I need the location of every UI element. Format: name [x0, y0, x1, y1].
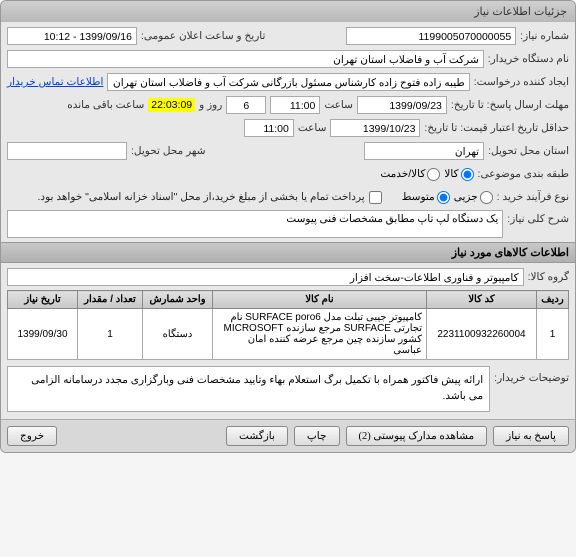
goods-section-header: اطلاعات کالاهای مورد نیاز — [1, 242, 575, 263]
goods-radio[interactable]: کالا — [444, 168, 473, 181]
footer: پاسخ به نیاز مشاهده مدارک پیوستی (2) چاپ… — [1, 419, 575, 452]
medium-radio-label: متوسط — [402, 191, 435, 203]
public-announce-label: تاریخ و ساعت اعلان عمومی: — [141, 30, 265, 42]
goods-radio-label: کالا — [444, 168, 458, 180]
cell-code: 2231100932260004 — [427, 309, 537, 360]
window-title: جزئیات اطلاعات نیاز — [1, 1, 575, 22]
th-name: نام کالا — [213, 291, 427, 309]
medium-radio-input[interactable] — [437, 191, 450, 204]
desc-textarea[interactable] — [7, 210, 503, 238]
goods-radio-input[interactable] — [461, 168, 474, 181]
cell-idx: 1 — [537, 309, 569, 360]
th-date: تاریخ نیاز — [8, 291, 78, 309]
buyer-notes-label: توضیحات خریدار: — [494, 366, 569, 384]
attachments-button[interactable]: مشاهده مدارک پیوستی (2) — [346, 426, 488, 446]
validity-time-field: 11:00 — [244, 119, 294, 137]
validity-date-field: 1399/10/23 — [330, 119, 420, 137]
print-button[interactable]: چاپ — [294, 426, 340, 446]
th-unit: واحد شمارش — [143, 291, 213, 309]
buyer-name-label: نام دستگاه خریدار: — [488, 53, 569, 65]
window: جزئیات اطلاعات نیاز شماره نیاز: 11990050… — [0, 0, 576, 453]
medium-radio[interactable]: متوسط — [402, 191, 450, 204]
purchase-note: پرداخت تمام یا بخشی از مبلغ خرید،از محل … — [38, 191, 365, 203]
th-code: کد کالا — [427, 291, 537, 309]
need-number-label: شماره نیاز: — [520, 30, 569, 42]
back-button[interactable]: بازگشت — [226, 426, 288, 446]
cell-name: کامپیوتر جیبی تبلت مدل SURFACE poro6 نام… — [213, 309, 427, 360]
validity-label: حداقل تاریخ اعتبار قیمت: تا تاریخ: — [424, 122, 569, 134]
deadline-date-field: 1399/09/23 — [357, 96, 447, 114]
small-radio[interactable]: جزیی — [454, 191, 493, 204]
delivery-province-label: استان محل تحویل: — [488, 145, 569, 157]
goods-group-label: گروه کالا: — [528, 271, 569, 283]
time-label-2: ساعت — [298, 122, 327, 134]
delivery-city-label: شهر محل تحویل: — [131, 145, 206, 157]
form-content: شماره نیاز: 1199005070000055 تاریخ و ساع… — [1, 22, 575, 419]
creator-field: طیبه زاده فتوح زاده کارشناس مسئول بازرگا… — [107, 73, 469, 91]
small-radio-input[interactable] — [480, 191, 493, 204]
purchase-type-label: نوع فرآیند خرید : — [497, 191, 569, 203]
buyer-notes-box: ارائه پیش فاکتور همراه با تکمیل برگ استع… — [7, 366, 490, 412]
service-radio[interactable]: کالا/خدمت — [380, 168, 440, 181]
days-field: 6 — [226, 96, 266, 114]
desc-label: شرح کلی نیاز: — [507, 210, 569, 225]
remaining-label: ساعت باقی مانده — [67, 99, 144, 111]
budget-label: طبقه بندی موضوعی: — [478, 168, 569, 180]
public-announce-field: 1399/09/16 - 10:12 — [7, 27, 137, 45]
remaining-time: 22:03:09 — [148, 98, 195, 112]
reply-button[interactable]: پاسخ به نیاز — [493, 426, 569, 446]
buyer-name-field: شرکت آب و فاضلاب استان تهران — [7, 50, 484, 68]
days-label: روز و — [199, 99, 222, 111]
th-idx: ردیف — [537, 291, 569, 309]
delivery-city-field — [7, 142, 127, 160]
small-radio-label: جزیی — [454, 191, 478, 203]
service-radio-input[interactable] — [427, 168, 440, 181]
time-label-1: ساعت — [324, 99, 353, 111]
need-number-field: 1199005070000055 — [346, 27, 516, 45]
cell-unit: دستگاه — [143, 309, 213, 360]
delivery-province-field: تهران — [364, 142, 484, 160]
treasury-checkbox[interactable] — [369, 191, 382, 204]
deadline-label: مهلت ارسال پاسخ: تا تاریخ: — [451, 99, 569, 111]
table-row[interactable]: 1 2231100932260004 کامپیوتر جیبی تبلت مد… — [8, 309, 569, 360]
table-header-row: ردیف کد کالا نام کالا واحد شمارش تعداد /… — [8, 291, 569, 309]
goods-table: ردیف کد کالا نام کالا واحد شمارش تعداد /… — [7, 290, 569, 360]
goods-group-field: کامپیوتر و فناوری اطلاعات-سخت افزار — [7, 268, 524, 286]
creator-label: ایجاد کننده درخواست: — [474, 76, 569, 88]
deadline-time-field: 11:00 — [270, 96, 320, 114]
service-radio-label: کالا/خدمت — [380, 168, 425, 180]
th-qty: تعداد / مقدار — [78, 291, 143, 309]
cell-qty: 1 — [78, 309, 143, 360]
cell-date: 1399/09/30 — [8, 309, 78, 360]
contact-link[interactable]: اطلاعات تماس خریدار — [7, 76, 103, 88]
exit-button[interactable]: خروج — [7, 426, 57, 446]
